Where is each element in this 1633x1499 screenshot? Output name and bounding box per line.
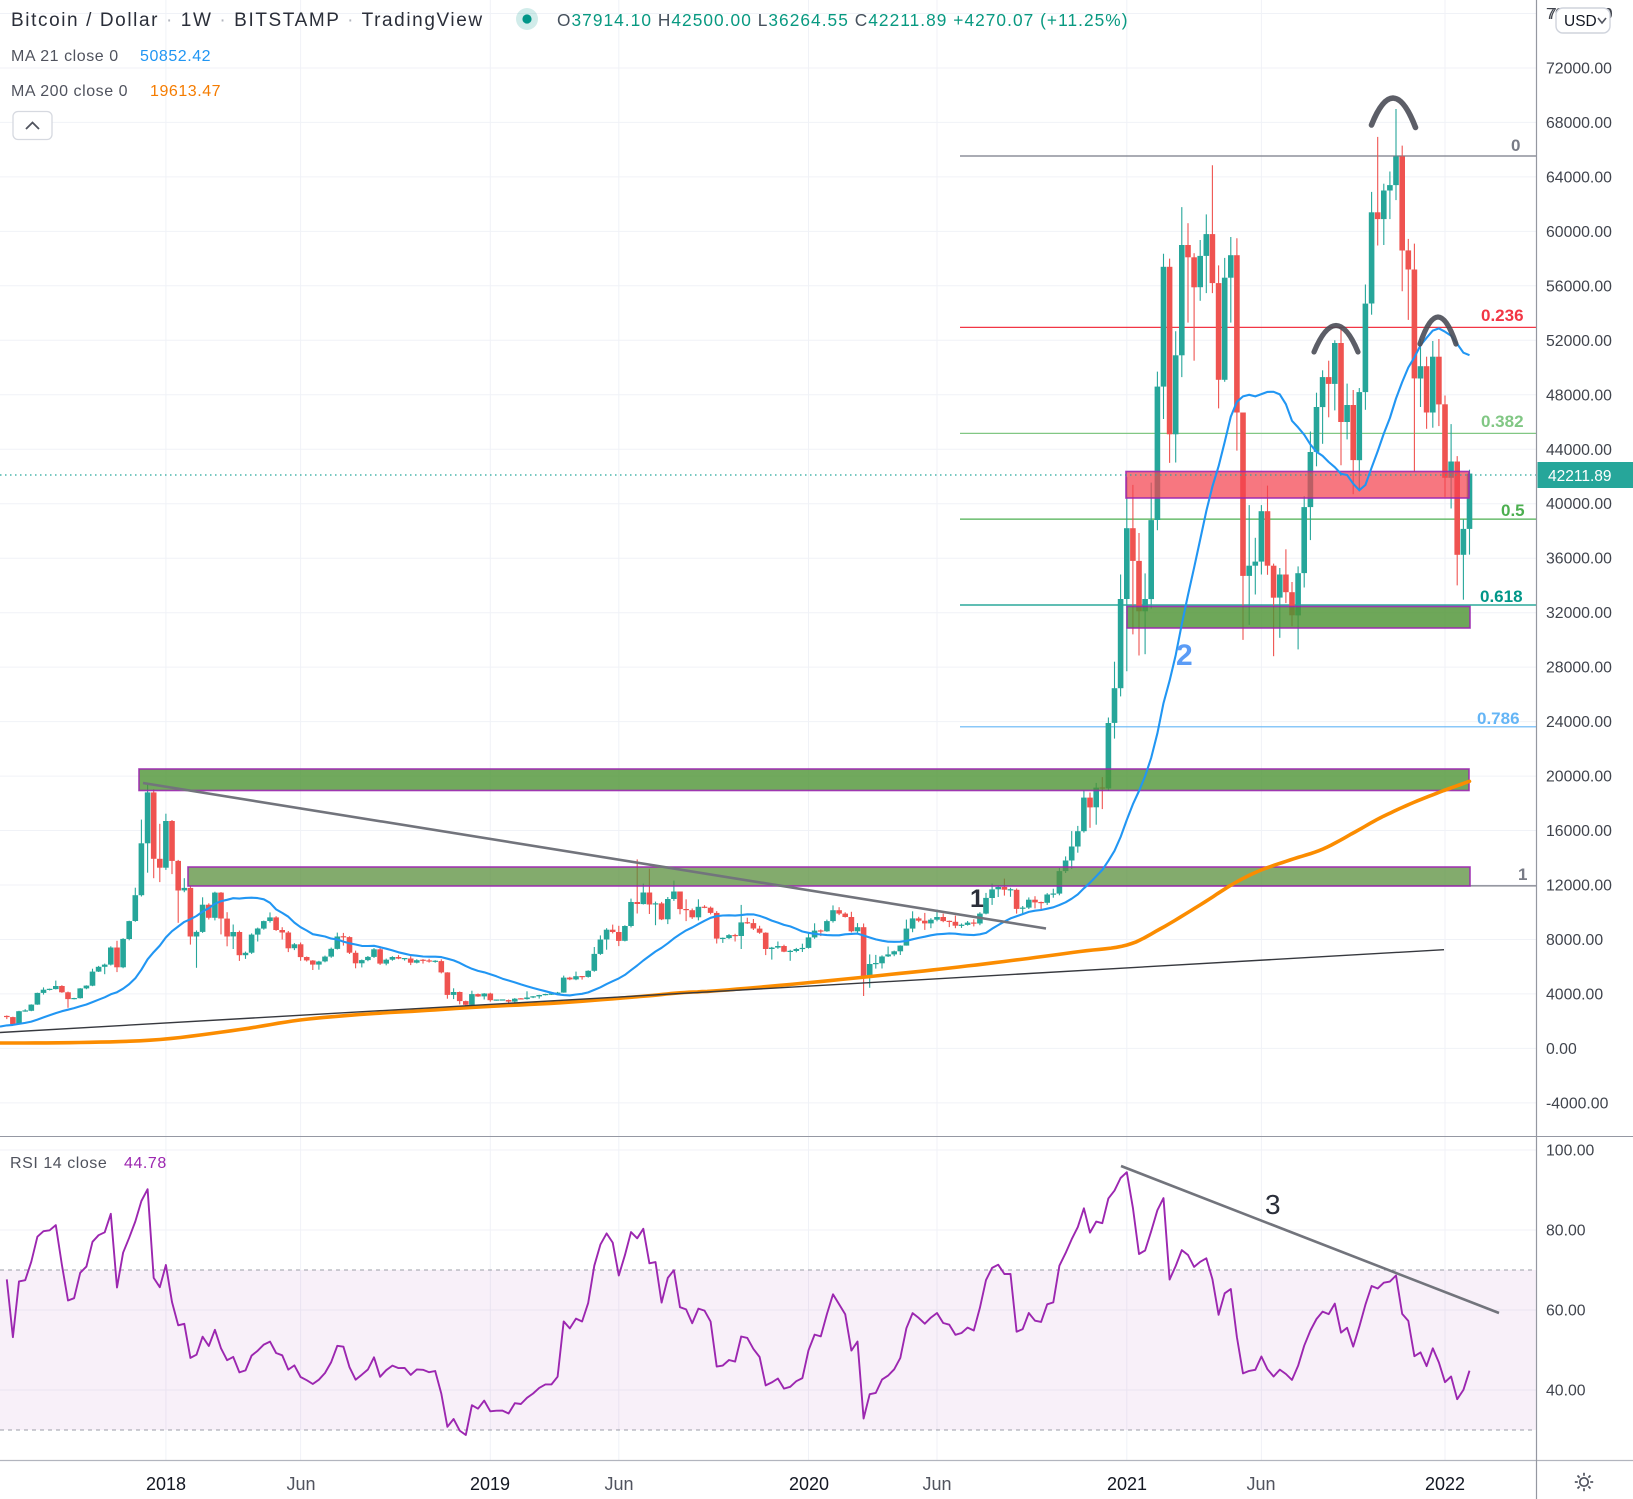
svg-text:68000.00: 68000.00 <box>1546 115 1612 132</box>
svg-text:64000.00: 64000.00 <box>1546 169 1612 186</box>
svg-text:80.00: 80.00 <box>1546 1223 1586 1240</box>
svg-text:USD: USD <box>1564 13 1597 30</box>
svg-text:2: 2 <box>1176 639 1193 672</box>
svg-text:2018: 2018 <box>146 1474 186 1494</box>
svg-text:60000.00: 60000.00 <box>1546 224 1612 241</box>
svg-text:20000.00: 20000.00 <box>1546 769 1612 786</box>
svg-text:40.00: 40.00 <box>1546 1383 1586 1400</box>
svg-text:0.618: 0.618 <box>1480 587 1523 606</box>
svg-text:44000.00: 44000.00 <box>1546 442 1612 459</box>
svg-text:52000.00: 52000.00 <box>1546 333 1612 350</box>
svg-text:8000.00: 8000.00 <box>1546 932 1603 949</box>
svg-text:3: 3 <box>1265 1189 1281 1220</box>
svg-text:0.5: 0.5 <box>1501 501 1525 520</box>
svg-text:16000.00: 16000.00 <box>1546 823 1612 840</box>
svg-text:24000.00: 24000.00 <box>1546 714 1612 731</box>
svg-text:-4000.00: -4000.00 <box>1546 1095 1609 1112</box>
svg-text:0: 0 <box>1511 136 1520 155</box>
svg-text:28000.00: 28000.00 <box>1546 660 1612 677</box>
svg-text:0.236: 0.236 <box>1481 306 1524 325</box>
svg-text:56000.00: 56000.00 <box>1546 278 1612 295</box>
svg-text:40000.00: 40000.00 <box>1546 496 1612 513</box>
svg-text:100.00: 100.00 <box>1546 1143 1595 1160</box>
svg-text:Jun: Jun <box>922 1474 951 1494</box>
svg-text:48000.00: 48000.00 <box>1546 387 1612 404</box>
svg-text:2022: 2022 <box>1425 1474 1465 1494</box>
svg-text:0.00: 0.00 <box>1546 1041 1577 1058</box>
svg-text:72000.00: 72000.00 <box>1546 61 1612 78</box>
svg-text:0.786: 0.786 <box>1477 709 1520 728</box>
svg-text:RSI 14 close: RSI 14 close <box>10 1155 107 1172</box>
svg-text:36000.00: 36000.00 <box>1546 551 1612 568</box>
svg-text:2020: 2020 <box>789 1474 829 1494</box>
svg-text:Bitcoin / Dollar · 1W · BITSTA: Bitcoin / Dollar · 1W · BITSTAMP · Tradi… <box>11 10 484 31</box>
svg-text:O37914.10 H42500.00 L36264.55: O37914.10 H42500.00 L36264.55 C42211.89 … <box>557 10 1129 30</box>
svg-text:2019: 2019 <box>470 1474 510 1494</box>
svg-text:32000.00: 32000.00 <box>1546 605 1612 622</box>
svg-text:Jun: Jun <box>1246 1474 1275 1494</box>
svg-text:Jun: Jun <box>604 1474 633 1494</box>
svg-text:50852.42: 50852.42 <box>140 48 211 65</box>
svg-text:60.00: 60.00 <box>1546 1303 1586 1320</box>
svg-text:1: 1 <box>1518 865 1527 884</box>
svg-text:MA 200 close 0: MA 200 close 0 <box>11 83 128 100</box>
svg-text:Jun: Jun <box>286 1474 315 1494</box>
svg-text:MA 21 close 0: MA 21 close 0 <box>11 48 119 65</box>
svg-text:42211.89: 42211.89 <box>1548 468 1612 485</box>
svg-text:4000.00: 4000.00 <box>1546 986 1603 1003</box>
svg-text:19613.47: 19613.47 <box>150 83 221 100</box>
svg-text:1: 1 <box>970 885 984 913</box>
svg-text:44.78: 44.78 <box>124 1155 167 1172</box>
svg-text:0.382: 0.382 <box>1481 412 1524 431</box>
svg-text:12000.00: 12000.00 <box>1546 878 1612 895</box>
svg-text:2021: 2021 <box>1107 1474 1147 1494</box>
